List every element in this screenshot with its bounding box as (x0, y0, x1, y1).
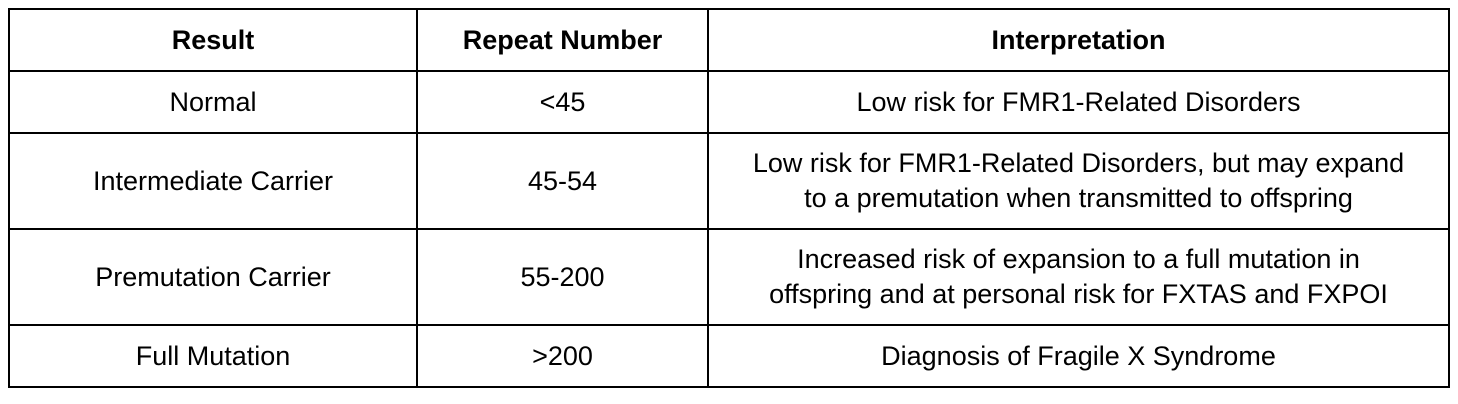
cell-result: Full Mutation (8, 324, 418, 388)
header-interpretation: Interpretation (707, 8, 1450, 72)
cell-repeat-number: 55-200 (416, 228, 709, 326)
header-repeat-number: Repeat Number (416, 8, 709, 72)
table-row: Normal <45 Low risk for FMR1-Related Dis… (8, 70, 1450, 134)
table-row: Intermediate Carrier 45-54 Low risk for … (8, 132, 1450, 230)
fmr1-results-table: Result Repeat Number Interpretation Norm… (8, 8, 1450, 388)
cell-result: Intermediate Carrier (8, 132, 418, 230)
table-row: Premutation Carrier 55-200 Increased ris… (8, 228, 1450, 326)
table-header-row: Result Repeat Number Interpretation (8, 8, 1450, 72)
cell-interpretation: Low risk for FMR1-Related Disorders (707, 70, 1450, 134)
cell-interpretation: Increased risk of expansion to a full mu… (707, 228, 1450, 326)
cell-repeat-number: <45 (416, 70, 709, 134)
cell-result: Normal (8, 70, 418, 134)
interpretation-line: Low risk for FMR1-Related Disorders (856, 86, 1301, 117)
cell-interpretation: Diagnosis of Fragile X Syndrome (707, 324, 1450, 388)
fmr1-results-table-container: Result Repeat Number Interpretation Norm… (8, 8, 1450, 388)
interpretation-line: Low risk for FMR1-Related Disorders, but… (752, 148, 1405, 178)
interpretation-line: Diagnosis of Fragile X Syndrome (881, 340, 1276, 371)
cell-repeat-number: 45-54 (416, 132, 709, 230)
cell-result: Premutation Carrier (8, 228, 418, 326)
cell-interpretation: Low risk for FMR1-Related Disorders, but… (707, 132, 1450, 230)
interpretation-line: offspring and at personal risk for FXTAS… (769, 279, 1388, 309)
interpretation-line: Increased risk of expansion to a full mu… (797, 244, 1360, 274)
table-row: Full Mutation >200 Diagnosis of Fragile … (8, 324, 1450, 388)
header-result: Result (8, 8, 418, 72)
cell-repeat-number: >200 (416, 324, 709, 388)
interpretation-line: to a premutation when transmitted to off… (804, 183, 1353, 213)
